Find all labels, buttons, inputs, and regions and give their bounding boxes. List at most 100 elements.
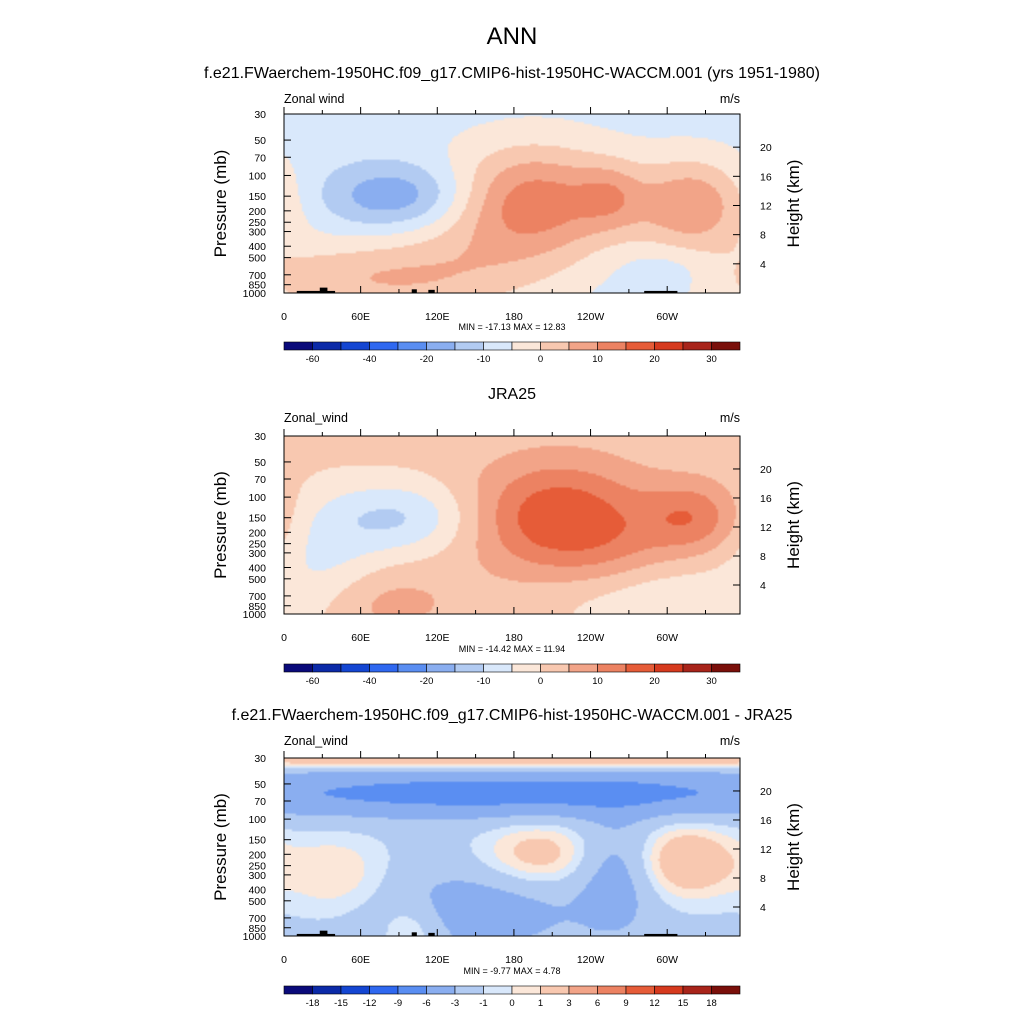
colorbar-box	[625, 341, 655, 351]
colorbar-box	[540, 663, 570, 673]
min-max-label: MIN = -14.42 MAX = 11.94	[459, 644, 565, 654]
y-tick-label: 250	[248, 217, 266, 229]
topography-block	[296, 290, 336, 293]
panel-1: f.e21.FWaerchem-1950HC.f09_g17.CMIP6-his…	[204, 65, 820, 365]
colorbar-box	[283, 341, 313, 351]
x-tick-label: 60W	[656, 954, 678, 966]
colorbar-box	[597, 663, 627, 673]
colorbar-label: -40	[363, 354, 377, 365]
y-tick-label: 400	[248, 241, 266, 253]
colorbar-label: -40	[363, 676, 377, 687]
height-tick-label: 12	[760, 200, 772, 212]
colorbar-box	[397, 341, 427, 351]
right-axis-title: Height (km)	[784, 481, 803, 569]
topography-block	[319, 287, 328, 293]
x-tick-label: 60W	[656, 632, 678, 644]
colorbar-box	[483, 341, 513, 351]
colorbar-label: 0	[509, 998, 514, 1009]
colorbar-box	[312, 663, 342, 673]
x-tick-label: 120W	[577, 311, 605, 323]
x-tick-label: 0	[281, 954, 287, 966]
colorbar-box	[369, 341, 399, 351]
y-axis-title: Pressure (mb)	[211, 793, 230, 901]
colorbar-box	[340, 663, 370, 673]
y-tick-label: 50	[254, 135, 266, 147]
colorbar-label: -10	[477, 676, 491, 687]
topography-block	[644, 290, 678, 293]
colorbar-box	[397, 985, 427, 995]
topography-block	[644, 933, 678, 936]
colorbar-label: 15	[678, 998, 689, 1009]
panel-title: f.e21.FWaerchem-1950HC.f09_g17.CMIP6-his…	[232, 707, 793, 724]
y-tick-label: 1000	[243, 931, 267, 943]
colorbar-label: 1	[538, 998, 543, 1009]
colorbar-box	[682, 663, 712, 673]
y-tick-label: 400	[248, 884, 266, 896]
topography-block	[411, 932, 417, 936]
colorbar-box	[625, 985, 655, 995]
y-tick-label: 30	[254, 109, 266, 121]
colorbar-label: -20	[420, 676, 434, 687]
colorbar-label: 3	[566, 998, 571, 1009]
panel-title: JRA25	[488, 386, 536, 403]
colorbar-box	[340, 341, 370, 351]
colorbar-box	[540, 985, 570, 995]
height-tick-label: 20	[760, 464, 772, 476]
topography-block	[428, 932, 435, 936]
colorbar-box	[369, 663, 399, 673]
colorbar-box	[540, 341, 570, 351]
y-tick-label: 500	[248, 896, 266, 908]
y-tick-label: 100	[248, 170, 266, 182]
colorbar-label: -3	[451, 998, 459, 1009]
colorbar-box	[568, 663, 598, 673]
height-tick-label: 16	[760, 815, 772, 827]
colorbar-box	[711, 663, 741, 673]
field-contours	[284, 758, 740, 936]
height-tick-label: 8	[760, 873, 766, 885]
y-tick-label: 150	[248, 513, 266, 525]
colorbar-label: -10	[477, 354, 491, 365]
colorbar: -60 -40 -20 -10 0 10 20 30	[283, 663, 741, 687]
y-tick-label: 200	[248, 527, 266, 539]
y-tick-label: 250	[248, 861, 266, 873]
colorbar-label: 30	[706, 354, 717, 365]
right-axis-title: Height (km)	[784, 160, 803, 248]
y-tick-label: 850	[248, 601, 266, 613]
y-tick-label: 30	[254, 753, 266, 765]
x-tick-label: 0	[281, 311, 287, 323]
colorbar-box	[426, 341, 456, 351]
colorbar-box	[654, 341, 684, 351]
colorbar-label: 10	[592, 676, 603, 687]
colorbar-box	[454, 985, 484, 995]
colorbar-box	[597, 985, 627, 995]
x-tick-label: 0	[281, 632, 287, 644]
x-tick-label: 120E	[425, 311, 450, 323]
x-tick-label: 120W	[577, 954, 605, 966]
height-tick-label: 20	[760, 786, 772, 798]
colorbar-label: -60	[306, 676, 320, 687]
field-contours	[284, 114, 740, 293]
y-tick-label: 150	[248, 835, 266, 847]
x-tick-label: 60E	[351, 632, 370, 644]
panel-2: JRA25 Zonal_wind m/s 0 60E 120E 180 120W 60W 30 50…	[211, 386, 803, 687]
colorbar-box	[483, 985, 513, 995]
height-tick-label: 12	[760, 522, 772, 534]
colorbar-box	[511, 985, 541, 995]
x-tick-label: 120E	[425, 632, 450, 644]
colorbar-label: -20	[420, 354, 434, 365]
colorbar-box	[454, 341, 484, 351]
plot-frame	[283, 757, 741, 937]
figure-title: ANN	[487, 23, 538, 50]
colorbar-box	[682, 341, 712, 351]
y-tick-label: 200	[248, 849, 266, 861]
topography-block	[411, 289, 417, 293]
colorbar-box	[597, 341, 627, 351]
colorbar-label: -1	[479, 998, 487, 1009]
y-axis-title: Pressure (mb)	[211, 471, 230, 579]
variable-label: Zonal_wind	[284, 411, 348, 425]
panel-3: f.e21.FWaerchem-1950HC.f09_g17.CMIP6-his…	[211, 707, 803, 1009]
units-label: m/s	[720, 411, 740, 425]
colorbar-box	[454, 663, 484, 673]
y-tick-label: 100	[248, 814, 266, 826]
